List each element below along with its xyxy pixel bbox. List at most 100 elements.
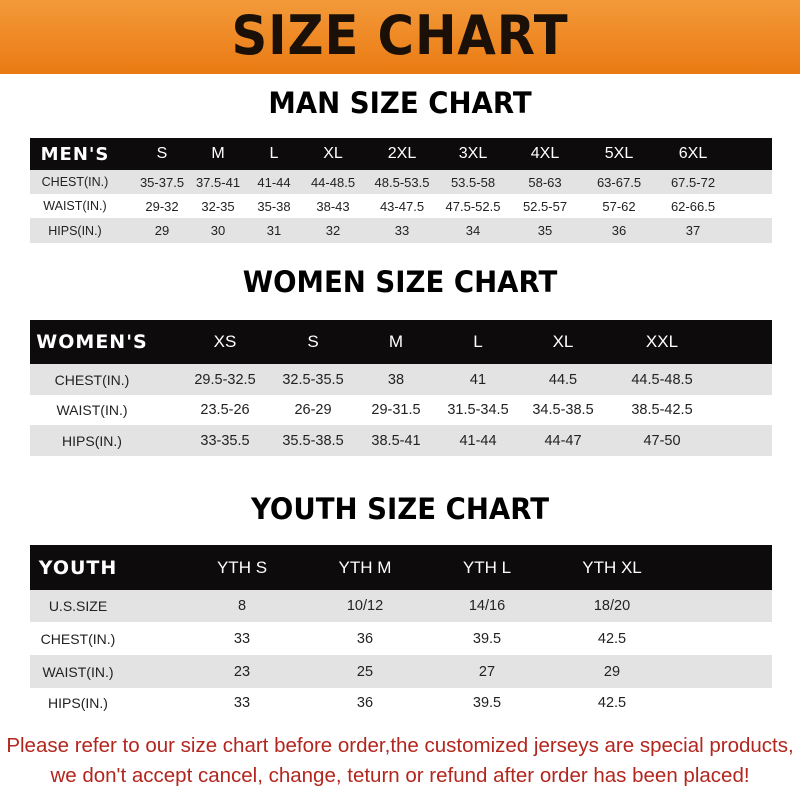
table-cell: 30 xyxy=(210,223,226,238)
youth-section-title: YOUTH SIZE CHART xyxy=(250,492,550,526)
size-column-header: YTH S xyxy=(216,557,268,577)
size-column-header: M xyxy=(388,332,404,351)
table-cell: 26-29 xyxy=(294,402,332,418)
table-cell: 42.5 xyxy=(597,695,627,711)
table-cell: 18/20 xyxy=(593,598,631,614)
size-column-header: L xyxy=(473,332,483,351)
table-cell: 32 xyxy=(325,223,341,238)
table-header-row: YOUTH YTH S YTH M YTH L YTH XL xyxy=(30,545,772,590)
table-cell: 41 xyxy=(469,371,487,388)
size-column-header: S xyxy=(307,332,319,351)
size-column-header: L xyxy=(269,145,279,162)
table-cell: 48.5-53.5 xyxy=(374,174,430,190)
notice-line-2: we don't accept cancel, change, teturn o… xyxy=(50,764,750,787)
table-row: HIPS(IN.) 33 36 39.5 42.5 xyxy=(30,688,772,718)
measurement-label: CHEST(IN.) xyxy=(54,371,130,388)
table-cell: 23 xyxy=(233,663,251,680)
table-cell: 35-37.5 xyxy=(139,174,185,190)
table-cell: 37 xyxy=(685,223,701,238)
size-column-header: YTH M xyxy=(338,557,392,577)
table-cell: 38 xyxy=(387,371,405,388)
table-cell: 23.5-26 xyxy=(200,402,250,418)
table-cell: 47-50 xyxy=(643,432,681,449)
table-corner-label: WOMEN'S xyxy=(36,331,148,353)
size-column-header: M xyxy=(211,145,225,162)
table-cell: 33 xyxy=(233,695,251,711)
table-cell: 35-38 xyxy=(257,198,291,214)
measurement-label: HIPS(IN.) xyxy=(62,432,122,449)
table-cell: 39.5 xyxy=(472,630,502,647)
table-row: CHEST(IN.) 33 36 39.5 42.5 xyxy=(30,622,772,655)
table-cell: 27 xyxy=(478,663,496,680)
table-cell: 63-67.5 xyxy=(596,174,642,190)
header-banner: SIZE CHART xyxy=(0,0,800,74)
size-column-header: 3XL xyxy=(458,145,488,162)
table-cell: 29 xyxy=(154,223,170,238)
table-cell: 44.5 xyxy=(548,371,578,388)
size-column-header: YTH XL xyxy=(582,557,642,577)
table-cell: 31.5-34.5 xyxy=(447,402,509,418)
table-cell: 38.5-42.5 xyxy=(631,402,693,418)
table-cell: 38-43 xyxy=(316,198,350,214)
table-cell: 41-44 xyxy=(257,174,291,190)
table-cell: 44.5-48.5 xyxy=(631,371,693,388)
table-cell: 33 xyxy=(233,630,251,647)
table-row: CHEST(IN.) 35-37.5 37.5-41 41-44 44-48.5 48.5… xyxy=(30,170,772,194)
notice-line-1: Please refer to our size chart before or… xyxy=(6,734,794,757)
table-cell: 34.5-38.5 xyxy=(532,402,594,418)
table-row: HIPS(IN.) 29 30 31 32 33 34 35 36 37 xyxy=(30,218,772,243)
table-cell: 41-44 xyxy=(459,432,497,449)
table-header-row: MEN'S S M L XL 2XL 3XL 4XL 5XL 6XL xyxy=(30,138,772,170)
table-cell: 36 xyxy=(611,223,627,238)
banner-title: SIZE CHART xyxy=(231,4,569,67)
table-cell: 47.5-52.5 xyxy=(445,198,501,214)
table-cell: 34 xyxy=(465,223,481,238)
size-column-header: S xyxy=(156,145,168,162)
measurement-label: HIPS(IN.) xyxy=(48,223,102,238)
table-cell: 53.5-58 xyxy=(450,174,496,190)
size-column-header: XL xyxy=(552,332,574,351)
table-cell: 52.5-57 xyxy=(522,198,568,214)
size-column-header: YTH L xyxy=(462,557,512,577)
table-cell: 43-47.5 xyxy=(379,198,425,214)
table-cell: 62-66.5 xyxy=(670,198,716,214)
table-cell: 29.5-32.5 xyxy=(194,371,256,388)
table-cell: 8 xyxy=(237,598,247,614)
measurement-label: HIPS(IN.) xyxy=(48,695,108,711)
table-cell: 44-48.5 xyxy=(310,174,356,190)
measurement-label: WAIST(IN.) xyxy=(43,199,107,213)
table-row: WAIST(IN.) 29-32 32-35 35-38 38-43 43-47.5 47.… xyxy=(30,194,772,218)
table-cell: 29-31.5 xyxy=(371,402,421,418)
table-cell: 58-63 xyxy=(528,174,562,190)
measurement-label: U.S.SIZE xyxy=(48,598,108,614)
measurement-label: CHEST(IN.) xyxy=(41,175,109,189)
table-row: U.S.SIZE 8 10/12 14/16 18/20 xyxy=(30,590,772,622)
table-row: WAIST(IN.) 23 25 27 29 xyxy=(30,655,772,688)
women-section-title: WOMEN SIZE CHART xyxy=(242,265,558,299)
table-cell: 35 xyxy=(537,223,553,238)
table-cell: 29-32 xyxy=(145,198,179,214)
table-row: CHEST(IN.) 29.5-32.5 32.5-35.5 38 41 44.5 44.5… xyxy=(30,364,772,395)
table-cell: 38.5-41 xyxy=(371,432,421,449)
table-cell: 31 xyxy=(266,223,282,238)
table-corner-label: YOUTH xyxy=(38,556,118,579)
size-column-header: 5XL xyxy=(604,145,634,162)
table-header-row: WOMEN'S XS S M L XL XXL xyxy=(30,320,772,364)
table-row: HIPS(IN.) 33-35.5 35.5-38.5 38.5-41 41-44 44-… xyxy=(30,425,772,456)
table-cell: 44-47 xyxy=(544,432,582,449)
size-column-header: XS xyxy=(213,332,237,351)
table-cell: 10/12 xyxy=(346,598,384,614)
size-column-header: XXL xyxy=(645,332,679,351)
table-cell: 39.5 xyxy=(472,695,502,711)
table-cell: 57-62 xyxy=(602,198,636,214)
table-cell: 35.5-38.5 xyxy=(282,432,344,449)
table-cell: 14/16 xyxy=(468,598,506,614)
table-cell: 32.5-35.5 xyxy=(282,371,344,388)
size-column-header: 6XL xyxy=(678,145,708,162)
table-cell: 25 xyxy=(356,663,374,680)
table-cell: 33 xyxy=(394,223,410,238)
table-cell: 42.5 xyxy=(597,630,627,647)
table-cell: 36 xyxy=(356,695,374,711)
size-column-header: XL xyxy=(323,145,343,162)
table-corner-label: MEN'S xyxy=(40,143,110,165)
